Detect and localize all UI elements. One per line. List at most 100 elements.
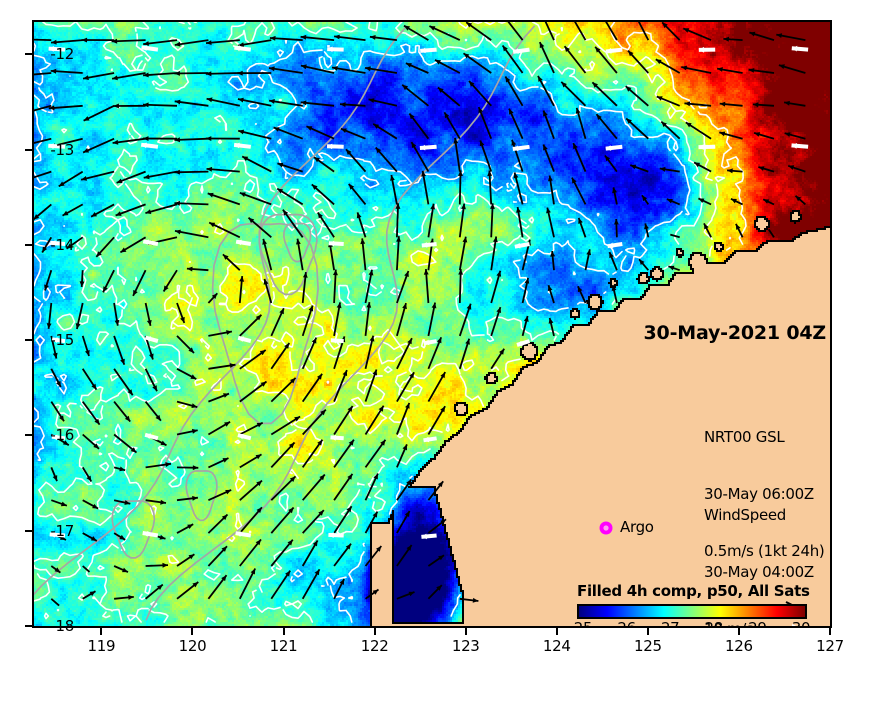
current-arrow-head [187, 267, 193, 272]
current-arrow-head [51, 40, 57, 45]
bathymetry-contour-lobe [186, 471, 217, 520]
current-arrow-head [82, 38, 88, 43]
current-arrow-head [51, 69, 57, 74]
current-arrow-head [723, 37, 729, 42]
current-arrow-shaft [769, 229, 774, 237]
current-arrow-head [333, 270, 338, 276]
current-arrow-head [149, 354, 154, 360]
x-axis-tick-label: 123 [452, 637, 480, 655]
y-axis-tick [25, 149, 32, 151]
colorbar-tick-label: 27 [661, 619, 680, 628]
argo-marker-label: Argo [620, 518, 654, 536]
colorbar-tick-label: 28 [705, 619, 724, 628]
current-arrow-head [174, 71, 180, 76]
y-axis-tick-label: -15 [50, 331, 74, 349]
current-arrow-head [117, 179, 123, 184]
depth-legend-200m: 200m [406, 626, 499, 628]
current-arrow-head [237, 71, 242, 76]
x-axis-tick-label: 126 [725, 637, 753, 655]
x-axis-tick [829, 628, 831, 635]
colorbar-gradient [577, 604, 807, 619]
current-arrow-shaft [569, 22, 586, 40]
current-arrow-shaft [34, 39, 51, 40]
map-plot-area[interactable]: 30-May-2021 04Z NRT00 GSL 30-May 06:00Z … [32, 20, 832, 628]
colorbar-tick-label: 25 [574, 619, 593, 628]
y-axis-tick [25, 339, 32, 341]
y-axis-tick [25, 244, 32, 246]
y-axis-tick [25, 434, 32, 436]
current-arrow-head [437, 337, 442, 343]
sst-contour-line [151, 22, 725, 563]
current-arrow-shaft [34, 172, 51, 181]
current-arrow-head [120, 359, 125, 365]
x-axis-tick-label: 120 [179, 637, 207, 655]
current-arrow-head [116, 211, 122, 216]
current-arrow-head [61, 502, 67, 507]
x-axis-tick [283, 628, 285, 635]
x-axis-tick-label: 122 [361, 637, 389, 655]
y-axis-tick-label: -14 [50, 236, 74, 254]
current-arrow-head [467, 304, 472, 310]
current-arrow-head [754, 132, 760, 137]
current-arrow-head [668, 266, 674, 271]
current-arrow-head [193, 465, 199, 470]
current-arrow-head [162, 563, 168, 568]
y-axis-tick [25, 625, 32, 627]
current-arrow-head [340, 102, 346, 107]
colorbar-tick-label: 30 [792, 619, 811, 628]
current-arrow-head [143, 136, 149, 141]
current-arrow-head [404, 271, 409, 277]
current-arrow-head [113, 104, 119, 109]
argo-marker-icon[interactable] [598, 520, 614, 536]
current-arrow-head [206, 136, 212, 141]
y-axis-tick-label: -13 [50, 141, 74, 159]
x-axis-tick [647, 628, 649, 635]
current-legend-line1: NRT00 GSL [704, 428, 824, 447]
current-arrow-head [480, 140, 485, 146]
current-arrow-shaft [600, 22, 617, 40]
current-arrow-head [85, 350, 90, 356]
y-axis-tick-label: -12 [50, 45, 74, 63]
y-axis-tick [25, 530, 32, 532]
current-arrow-shaft [51, 599, 59, 606]
current-arrow-head [341, 129, 347, 134]
current-arrow-head [758, 166, 764, 171]
sst-map-figure: 30-May-2021 04Z NRT00 GSL 30-May 06:00Z … [0, 0, 871, 666]
sst-contour-path [151, 22, 725, 563]
x-axis-tick-label: 124 [543, 637, 571, 655]
current-arrow-head [465, 339, 470, 345]
current-arrow-head [357, 212, 362, 218]
x-axis-tick [556, 628, 558, 635]
current-arrow-head [174, 170, 180, 175]
current-arrow-head [727, 168, 733, 173]
current-arrow-head [512, 140, 517, 146]
x-axis-tick [191, 628, 193, 635]
current-arrow-head [208, 193, 214, 198]
current-arrow-head [578, 218, 583, 224]
bathymetry-contour-200m [146, 26, 534, 621]
wind-legend-line1: WindSpeed [704, 506, 814, 525]
x-axis-tick-label: 119 [88, 637, 116, 655]
x-axis-tick [738, 628, 740, 635]
current-arrow-head [496, 307, 501, 313]
current-arrow-head [180, 317, 185, 323]
x-axis-tick-label: 127 [816, 637, 844, 655]
current-arrow-head [753, 102, 759, 107]
current-vector-field [34, 22, 805, 606]
current-arrow-head [405, 403, 410, 409]
x-axis-tick-label: 125 [634, 637, 662, 655]
current-arrow-head [788, 165, 794, 170]
current-arrow-head [206, 71, 212, 76]
x-axis-tick [465, 628, 467, 635]
current-arrow-shaft [635, 22, 649, 40]
current-arrow-head [496, 271, 501, 277]
current-arrow-head [630, 165, 636, 170]
current-arrow-head [749, 32, 755, 37]
y-axis-tick [25, 53, 32, 55]
x-axis-tick-label: 121 [270, 637, 298, 655]
current-arrow-head [543, 111, 548, 117]
current-arrow-head [614, 219, 619, 225]
y-axis-tick-label: -18 [50, 617, 74, 635]
